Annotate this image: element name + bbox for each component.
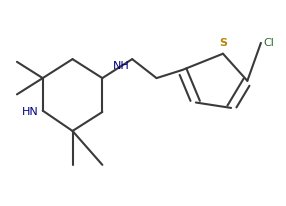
Text: NH: NH (113, 61, 130, 71)
Text: S: S (219, 38, 227, 48)
Text: HN: HN (22, 106, 39, 116)
Text: Cl: Cl (264, 37, 275, 47)
